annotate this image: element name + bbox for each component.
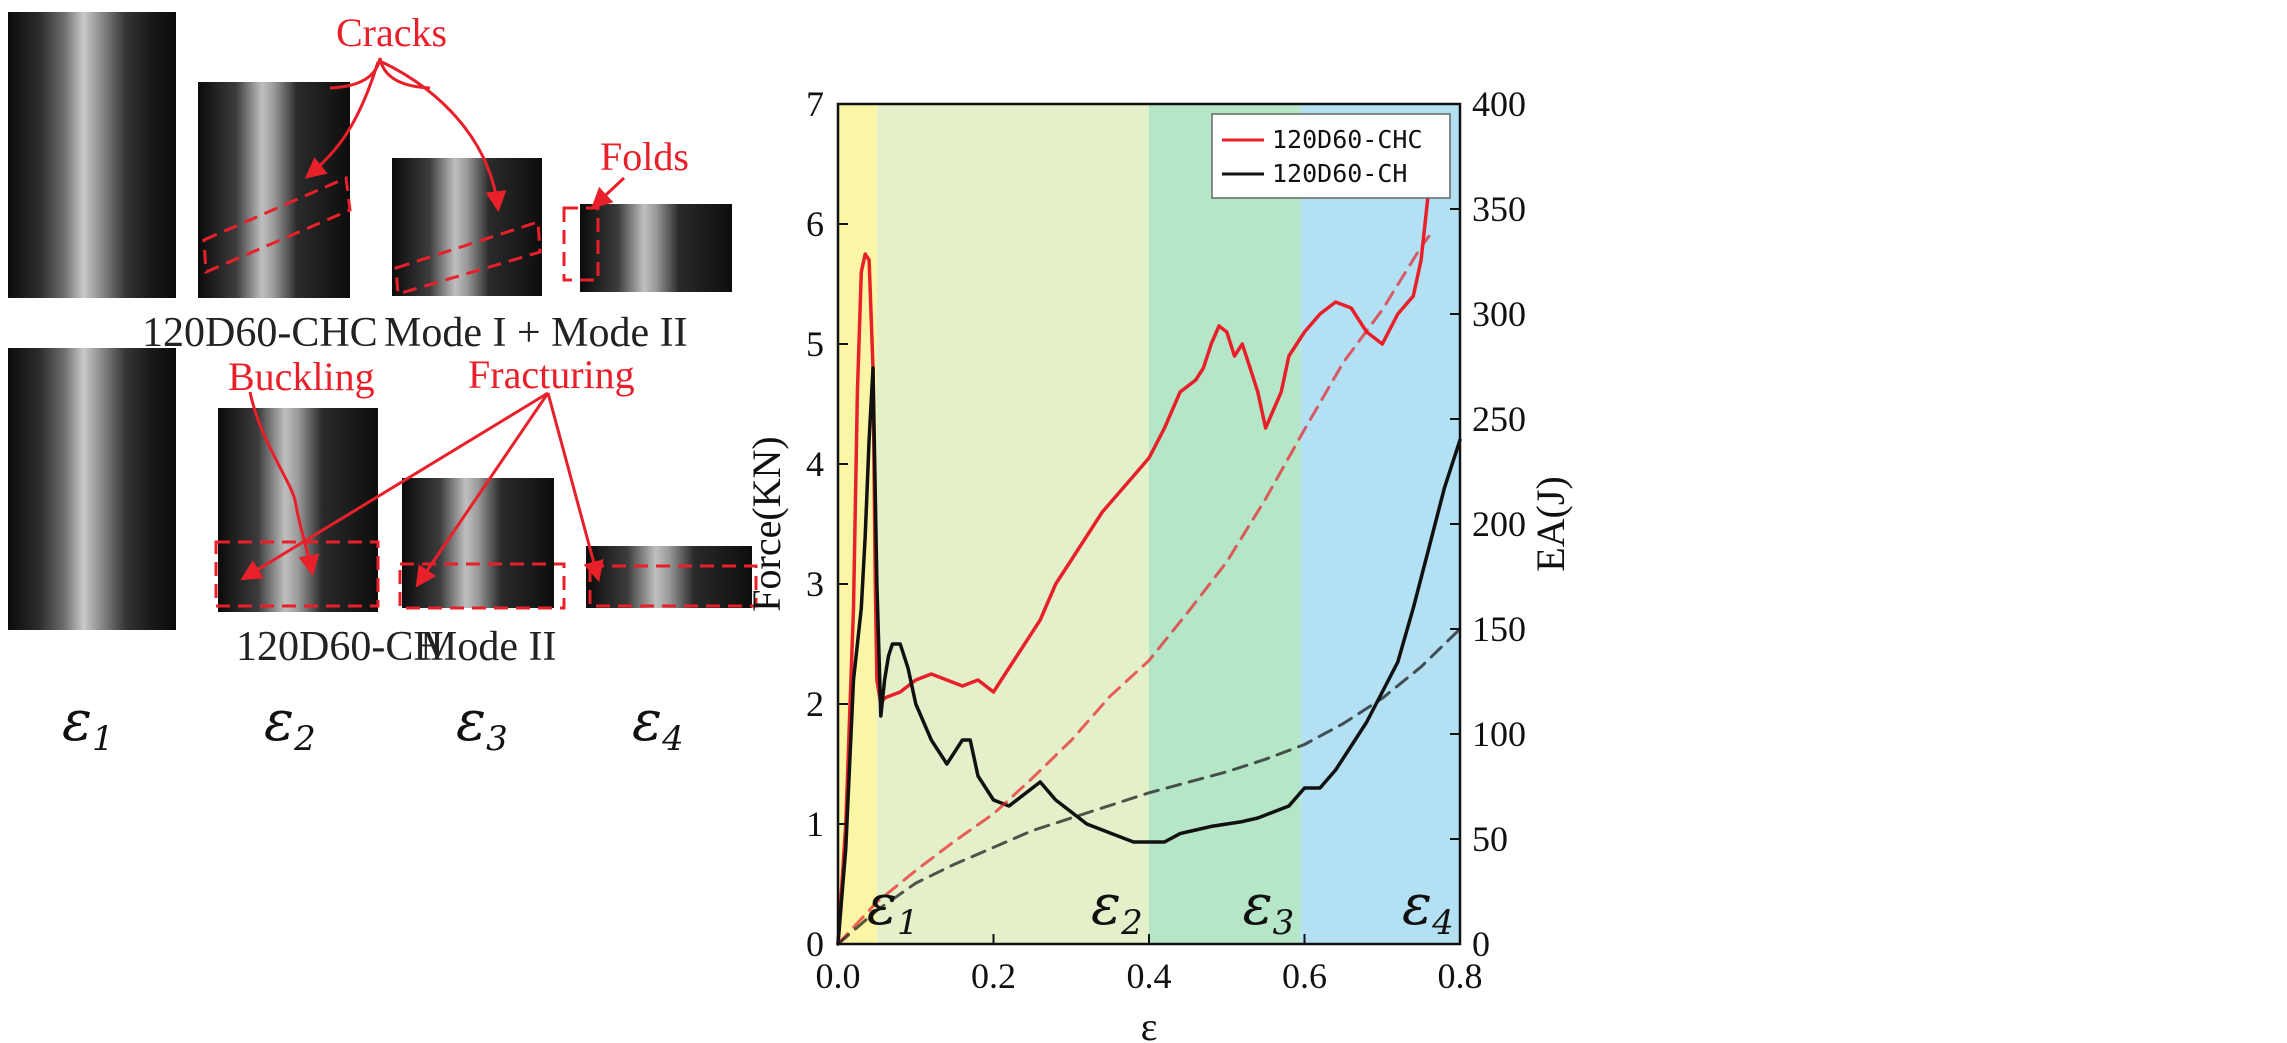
- stage-label-2: ε2: [264, 689, 316, 759]
- y-tick-label-right: 50: [1472, 819, 1508, 859]
- stage-band-1: [838, 104, 877, 944]
- stage-band-3: [1149, 104, 1301, 944]
- crack-region-chc-stage3: [394, 219, 542, 296]
- fracturing-arrow-3: [546, 392, 604, 583]
- y-axis-title-right: EA(J): [1528, 476, 1573, 572]
- y-tick-label-left: 4: [806, 444, 824, 484]
- caption-mode-mixed: Mode I + Mode II: [384, 310, 688, 356]
- cracks-bracket: [329, 57, 431, 90]
- y-tick-label-right: 100: [1472, 714, 1526, 754]
- specimen-chc-stage1: [8, 12, 176, 298]
- series-chc-ea-dashed: [836, 234, 1431, 946]
- annotation-cracks: Cracks: [336, 10, 447, 55]
- caption-chc: 120D60-CHC: [142, 310, 378, 356]
- fracturing-arrow-2: [415, 392, 550, 588]
- specimen-ch-stage1: [8, 348, 176, 630]
- y-tick-label-left: 6: [806, 204, 824, 244]
- stage-band-2: [876, 104, 1149, 944]
- annotation-fracturing: Fracturing: [468, 352, 635, 397]
- folds-arrow: [590, 176, 626, 209]
- x-tick-label: 0.0: [816, 956, 861, 996]
- series-ch-ea-dashed: [836, 627, 1462, 946]
- x-tick-label: 0.2: [971, 956, 1016, 996]
- x-tick-label: 0.4: [1127, 956, 1172, 996]
- buckling-arrow: [248, 391, 320, 577]
- stage-band-labels: ε1 ε2 ε3 ε4: [867, 873, 1454, 943]
- series-chc-force-solid: [836, 186, 1431, 946]
- y-tick-label-left: 5: [806, 324, 824, 364]
- axis-ticks: 0.0 0.2 0.4 0.6 0.80123456705010015020025030…: [806, 84, 1526, 996]
- annotation-folds: Folds: [600, 134, 689, 179]
- specimen-panel: Cracks Folds Buckling Fracturing 120D60-…: [8, 10, 758, 759]
- y-axis-title-left: Force(KN): [744, 436, 789, 612]
- x-tick-label: 0.8: [1438, 956, 1483, 996]
- series-layer: [836, 186, 1462, 946]
- y-tick-label-right: 350: [1472, 189, 1526, 229]
- y-tick-label-right: 0: [1472, 924, 1490, 964]
- stage-label-3: ε3: [456, 689, 508, 759]
- x-axis-title: ε: [1141, 1004, 1158, 1043]
- crack-region-chc-stage2: [202, 175, 352, 275]
- fracture-region-ch-stage3: [398, 562, 566, 610]
- stage-band-label-3: ε3: [1243, 873, 1295, 943]
- annotation-arrows: [240, 57, 626, 588]
- y-tick-label-right: 250: [1472, 399, 1526, 439]
- cracks-arrow-left: [304, 61, 380, 179]
- y-tick-label-left: 3: [806, 564, 824, 604]
- legend-entry-2: 120D60-CH: [1272, 159, 1407, 188]
- specimen-chc-stage2: [198, 82, 350, 298]
- y-tick-label-left: 2: [806, 684, 824, 724]
- specimen-ch-stage4: [586, 546, 752, 608]
- cracks-arrow-right: [381, 60, 507, 213]
- fracture-region-ch-stage4: [588, 564, 758, 608]
- caption-mode2: Mode II: [420, 624, 556, 670]
- y-tick-label-right: 150: [1472, 609, 1526, 649]
- y-tick-label-left: 0: [806, 924, 824, 964]
- stage-label-1: ε1: [62, 689, 114, 759]
- specimen-chc-stage4: [580, 204, 732, 292]
- x-tick-label: 0.6: [1282, 956, 1327, 996]
- stage-bands: [838, 104, 1460, 944]
- y-tick-label-right: 300: [1472, 294, 1526, 334]
- legend-entry-1: 120D60-CHC: [1272, 125, 1423, 154]
- stage-band-label-2: ε2: [1091, 873, 1143, 943]
- y-tick-label-left: 7: [806, 84, 824, 124]
- y-tick-label-left: 1: [806, 804, 824, 844]
- fold-region-chc-stage4: [562, 206, 600, 282]
- series-ch-force-solid: [836, 366, 1462, 946]
- fracturing-arrow-1: [240, 391, 549, 581]
- stage-label-4: ε4: [632, 689, 684, 759]
- annotation-buckling: Buckling: [228, 354, 375, 399]
- force-ea-chart: ε1 ε2 ε3 ε4 0.0 0.2 0.4 0.6 0.80123456705010015…: [744, 84, 1573, 1043]
- legend[interactable]: 120D60-CHC 120D60-CH: [1211, 113, 1451, 199]
- caption-ch: 120D60-CH: [236, 624, 444, 670]
- stage-band-label-4: ε4: [1402, 873, 1454, 943]
- damage-regions: [202, 175, 758, 610]
- y-tick-label-right: 200: [1472, 504, 1526, 544]
- y-tick-label-right: 400: [1472, 84, 1526, 124]
- fracture-region-ch-stage2: [214, 540, 380, 608]
- legend-box: [1211, 113, 1451, 199]
- stage-band-label-1: ε1: [867, 873, 919, 943]
- specimen-chc-stage3: [392, 158, 542, 296]
